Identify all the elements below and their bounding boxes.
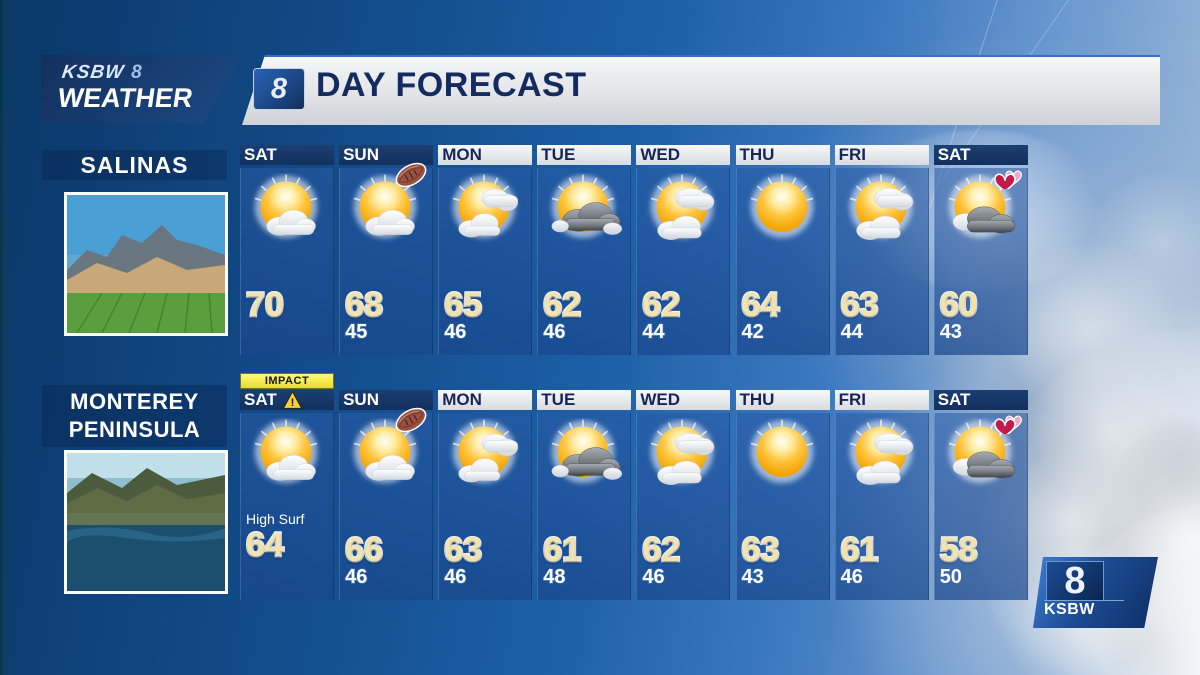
svg-text:!: ! [290, 397, 294, 409]
